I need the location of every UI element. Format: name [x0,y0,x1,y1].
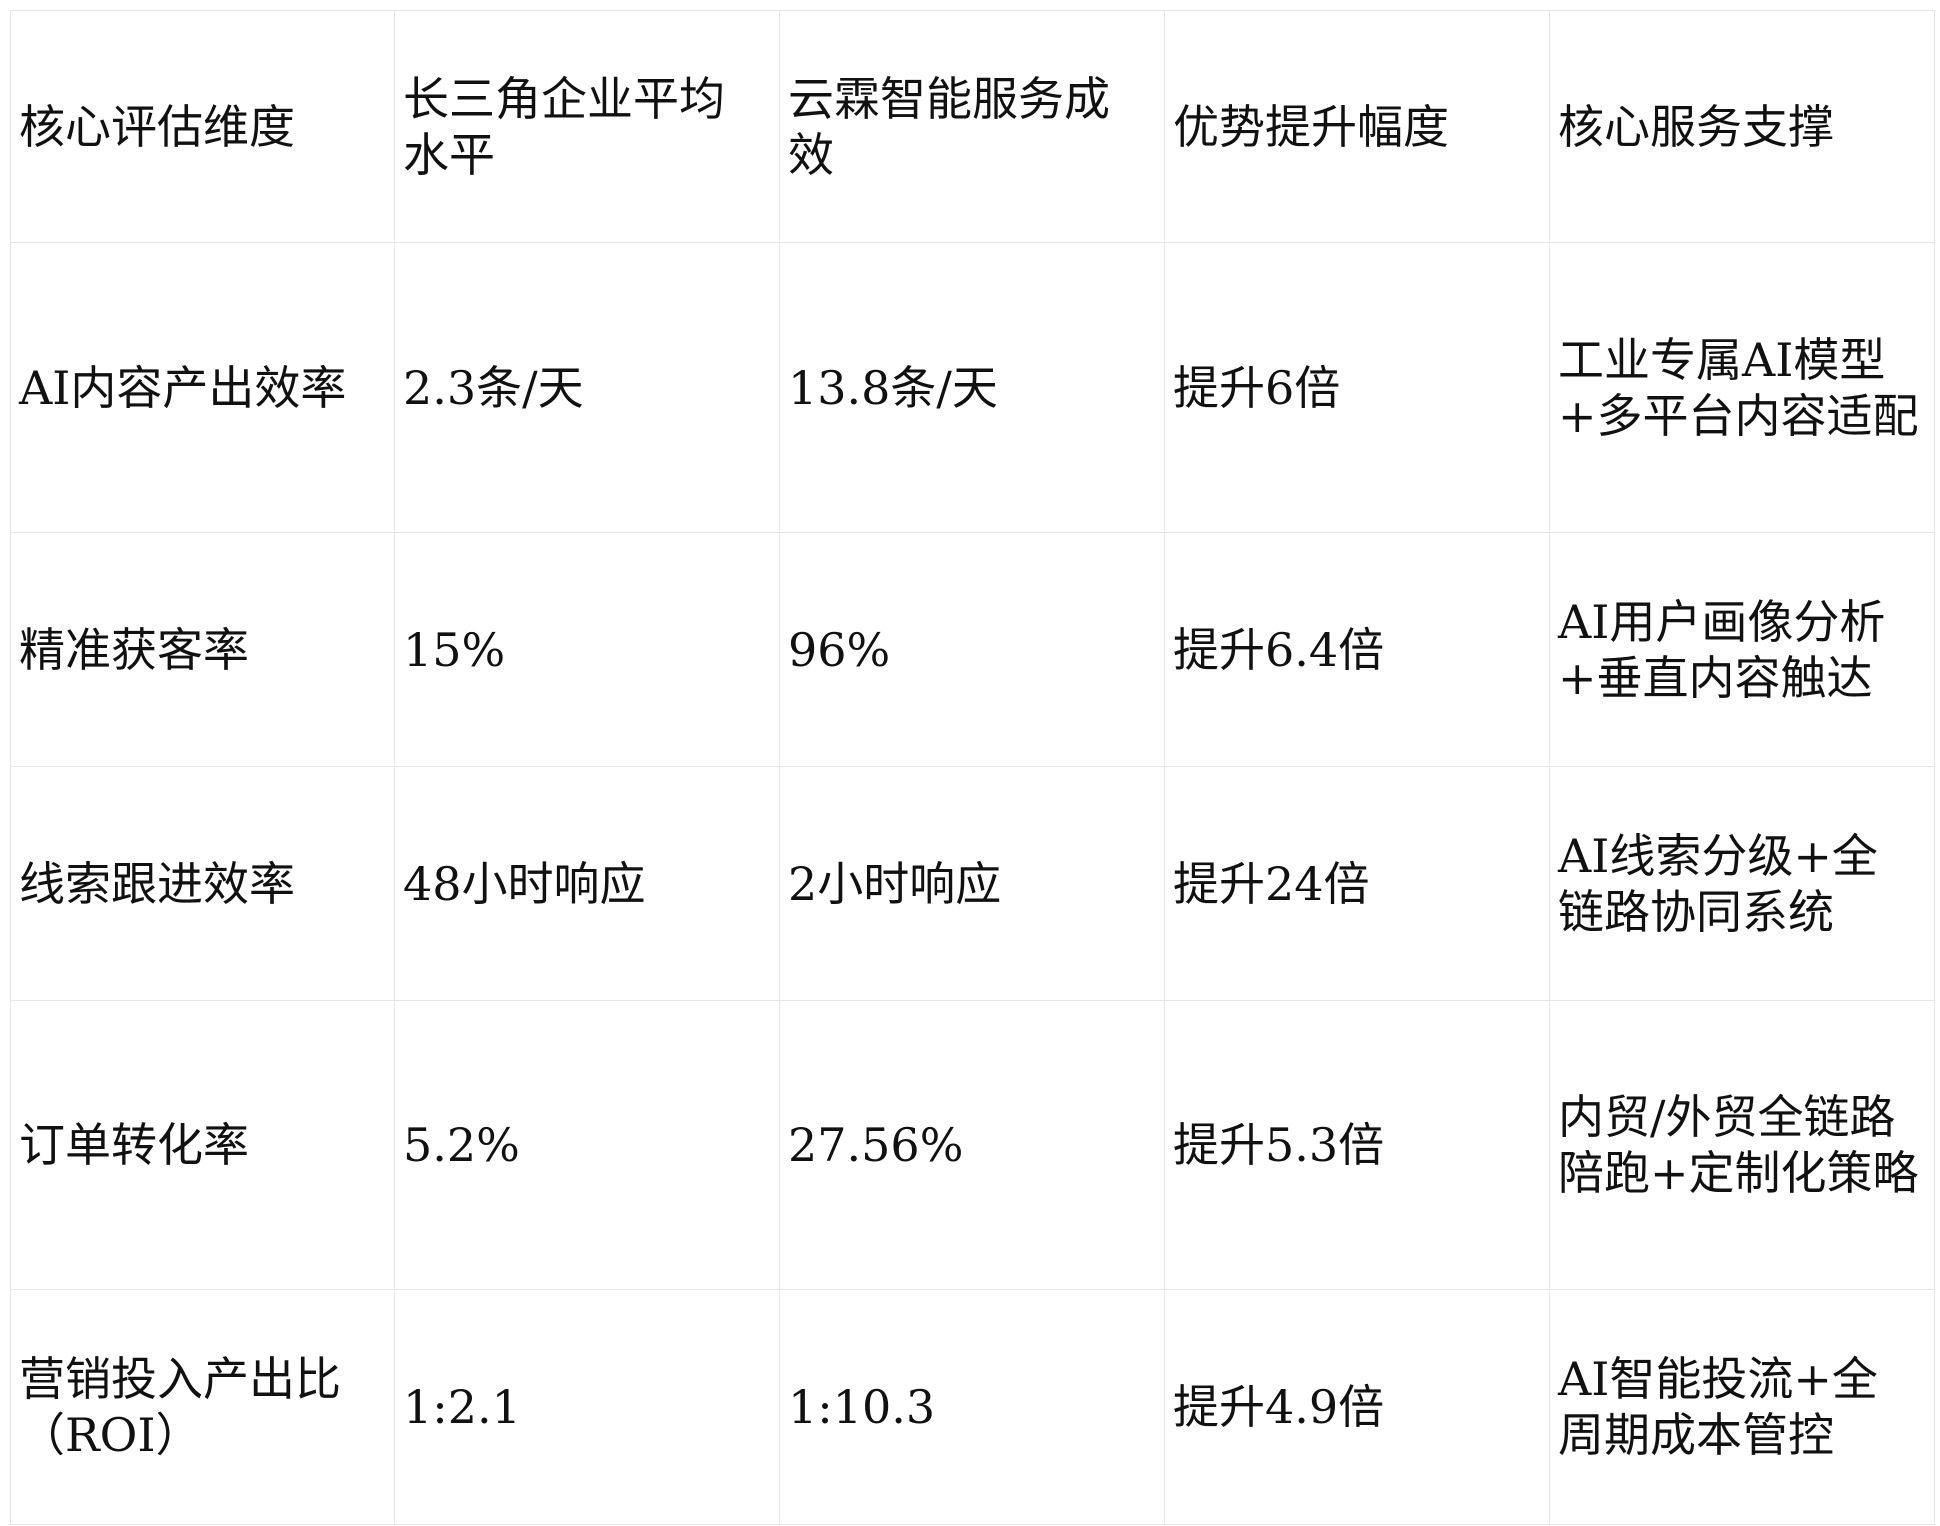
header-cell: 云霖智能服务成效 [779,10,1165,243]
table-cell: 1:2.1 [394,1289,780,1525]
table-cell: 订单转化率 [10,1000,395,1290]
header-cell: 核心服务支撑 [1549,10,1935,243]
table-row: 营销投入产出比（ROI） 1:2.1 1:10.3 提升4.9倍 AI智能投流+全周期成… [10,1289,1935,1525]
header-row: 核心评估维度 长三角企业平均水平 云霖智能服务成效 优势提升幅度 核心服务支撑 [10,10,1935,243]
table-cell: 提升6.4倍 [1164,532,1550,767]
header-cell: 优势提升幅度 [1164,10,1550,243]
table-cell: 精准获客率 [10,532,395,767]
table-cell: 15% [394,532,780,767]
table-cell: 提升5.3倍 [1164,1000,1550,1290]
header-cell: 长三角企业平均水平 [394,10,780,243]
table-cell: 线索跟进效率 [10,766,395,1001]
header-cell: 核心评估维度 [10,10,395,243]
table-cell: AI线索分级+全链路协同系统 [1549,766,1935,1001]
table-row: AI内容产出效率 2.3条/天 13.8条/天 提升6倍 工业专属AI模型+多平台内容适… [10,242,1935,533]
table-row: 订单转化率 5.2% 27.56% 提升5.3倍 内贸/外贸全链路陪跑+定制化策略 [10,1000,1935,1290]
table-cell: 48小时响应 [394,766,780,1001]
table-cell: 5.2% [394,1000,780,1290]
table-cell: AI用户画像分析+垂直内容触达 [1549,532,1935,767]
table-cell: 内贸/外贸全链路陪跑+定制化策略 [1549,1000,1935,1290]
table-cell: 2.3条/天 [394,242,780,533]
table-cell: 提升4.9倍 [1164,1289,1550,1525]
table-cell: 13.8条/天 [779,242,1165,533]
table-cell: 工业专属AI模型+多平台内容适配 [1549,242,1935,533]
table-cell: 提升24倍 [1164,766,1550,1001]
table-cell: 27.56% [779,1000,1165,1290]
table-cell: 2小时响应 [779,766,1165,1001]
comparison-table: 核心评估维度 长三角企业平均水平 云霖智能服务成效 优势提升幅度 核心服务支撑 AI内容产… [10,10,1935,1525]
table-cell: 提升6倍 [1164,242,1550,533]
table-cell: AI内容产出效率 [10,242,395,533]
table-row: 线索跟进效率 48小时响应 2小时响应 提升24倍 AI线索分级+全链路协同系统 [10,766,1935,1001]
table-cell: 96% [779,532,1165,767]
table-cell: 营销投入产出比（ROI） [10,1289,395,1525]
table-cell: AI智能投流+全周期成本管控 [1549,1289,1935,1525]
table-row: 精准获客率 15% 96% 提升6.4倍 AI用户画像分析+垂直内容触达 [10,532,1935,767]
table-cell: 1:10.3 [779,1289,1165,1525]
table-body: 核心评估维度 长三角企业平均水平 云霖智能服务成效 优势提升幅度 核心服务支撑 AI内容产… [10,10,1935,1525]
